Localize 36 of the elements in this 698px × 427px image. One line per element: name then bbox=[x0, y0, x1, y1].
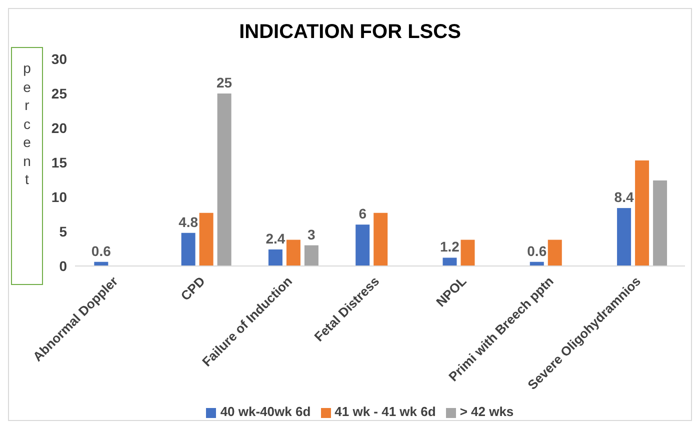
legend-label: 40 wk-40wk 6d bbox=[220, 404, 311, 419]
bar bbox=[286, 240, 300, 266]
data-label: 0.6 bbox=[527, 242, 547, 259]
bar bbox=[304, 245, 318, 266]
x-tick-label: CPD bbox=[178, 274, 208, 304]
data-label: 3 bbox=[308, 226, 316, 242]
y-tick-label: 10 bbox=[51, 188, 68, 205]
y-tick-label: 30 bbox=[51, 50, 68, 67]
bar bbox=[548, 240, 562, 266]
bar bbox=[460, 240, 475, 266]
data-label: 2.4 bbox=[266, 230, 286, 246]
bar bbox=[181, 232, 196, 266]
bar bbox=[356, 224, 370, 266]
bar bbox=[268, 249, 282, 266]
y-tick-label: 5 bbox=[59, 223, 68, 240]
data-label: 4.8 bbox=[178, 214, 198, 230]
legend-label: > 42 wks bbox=[460, 404, 514, 419]
data-label: 6 bbox=[358, 206, 367, 222]
data-label: 1.2 bbox=[440, 238, 460, 255]
data-label: 8.4 bbox=[614, 189, 634, 206]
bar bbox=[199, 212, 214, 266]
bar bbox=[653, 180, 668, 266]
chart-title: INDICATION FOR LSCS bbox=[238, 21, 462, 44]
legend-label: 41 wk - 41 wk 6d bbox=[334, 404, 436, 419]
bar bbox=[617, 208, 632, 266]
bar bbox=[442, 258, 457, 266]
bar bbox=[217, 94, 232, 266]
data-label: 25 bbox=[216, 74, 232, 90]
bar bbox=[374, 212, 388, 266]
data-label: 0.6 bbox=[91, 242, 112, 259]
y-tick-label: 0 bbox=[59, 258, 68, 274]
bar bbox=[635, 160, 650, 266]
y-tick-label: 15 bbox=[51, 154, 68, 170]
y-tick-label: 20 bbox=[51, 120, 68, 136]
y-tick-label: 25 bbox=[51, 85, 68, 102]
y-axis-title: percent bbox=[22, 59, 32, 188]
